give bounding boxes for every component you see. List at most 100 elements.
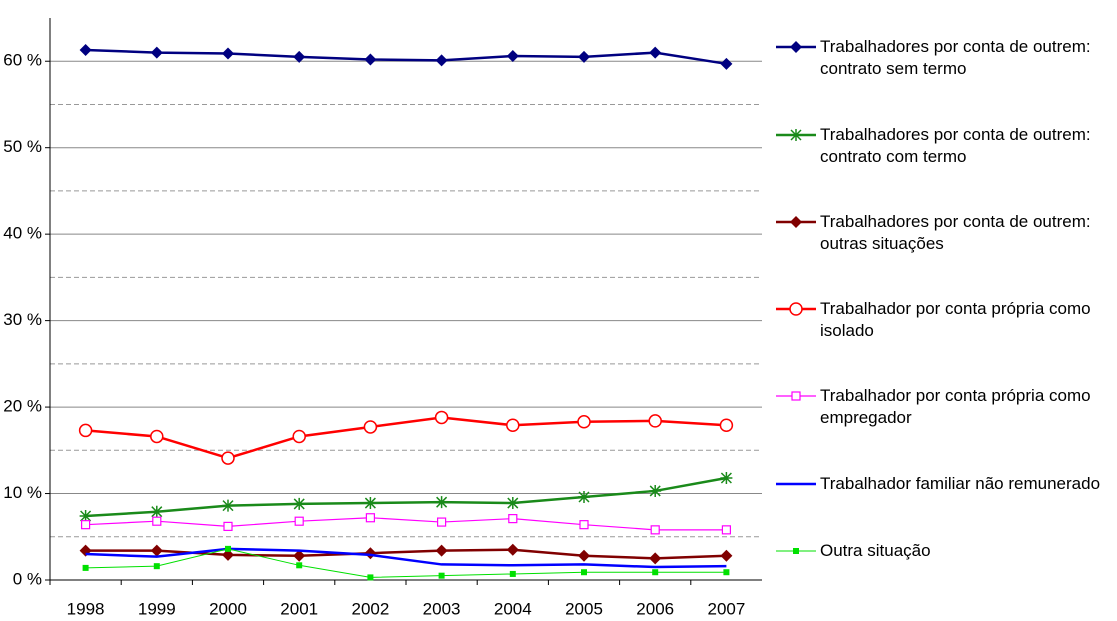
legend-key (776, 302, 816, 316)
series-line (85, 517, 727, 531)
legend-label: Trabalhadores por conta de outrem: contr… (820, 125, 1091, 166)
marker (790, 129, 802, 141)
legend-key (776, 41, 816, 53)
legend-key (776, 216, 816, 228)
marker (435, 54, 448, 67)
marker (293, 549, 306, 562)
marker (435, 544, 448, 557)
series-line (85, 476, 727, 518)
marker (509, 570, 516, 577)
marker (82, 564, 89, 571)
marker (650, 525, 660, 535)
marker (152, 516, 162, 526)
marker (581, 569, 587, 576)
y-tick-label: 40 % (3, 224, 42, 243)
series-line (85, 548, 727, 578)
marker (225, 545, 231, 552)
marker (720, 549, 733, 562)
marker (506, 543, 519, 556)
marker (723, 569, 730, 576)
series (78, 410, 734, 465)
legend-label: Trabalhadores por conta de outrem: outra… (820, 212, 1091, 253)
marker (793, 548, 799, 554)
marker (719, 418, 734, 432)
x-tick-label: 2000 (209, 599, 247, 618)
legend-label: Trabalhador por conta própria como isola… (820, 299, 1091, 340)
marker (721, 525, 732, 535)
marker (223, 521, 233, 531)
marker (435, 496, 448, 509)
marker (293, 50, 306, 63)
y-tick-label: 60 % (3, 51, 42, 70)
marker (296, 562, 303, 569)
x-tick-label: 2001 (280, 599, 318, 618)
marker (79, 43, 92, 56)
series-line (85, 48, 727, 66)
marker (649, 552, 662, 565)
marker (364, 497, 377, 510)
legend-label: Trabalhador familiar não remunerado (820, 474, 1101, 493)
marker (506, 50, 519, 63)
marker (578, 490, 590, 503)
marker (649, 484, 662, 497)
y-tick-label: 30 % (3, 310, 42, 329)
marker (791, 391, 801, 401)
marker (790, 216, 802, 228)
marker (367, 574, 374, 581)
marker (293, 497, 306, 510)
x-tick-label: 2004 (494, 599, 532, 618)
marker (437, 517, 447, 527)
marker (578, 549, 590, 562)
series-line (85, 547, 727, 569)
x-tick-label: 2002 (351, 599, 389, 618)
marker (150, 505, 163, 518)
marker (790, 41, 802, 53)
marker (506, 497, 519, 510)
series (80, 513, 732, 535)
legend-label: Trabalhadores por conta de outrem: contr… (820, 37, 1091, 78)
marker (720, 57, 733, 70)
marker (364, 53, 377, 66)
y-tick-label: 0 % (13, 569, 42, 588)
x-tick-label: 2003 (423, 599, 461, 618)
legend-label: Trabalhador por conta própria como empre… (820, 386, 1091, 427)
legend-key (776, 548, 816, 554)
y-tick-label: 20 % (3, 397, 42, 416)
y-tick-label: 10 % (3, 483, 42, 502)
y-tick-label: 50 % (3, 137, 42, 156)
marker (80, 520, 91, 530)
series (79, 43, 733, 70)
marker (150, 429, 164, 444)
legend-label: Outra situação (820, 541, 931, 560)
marker (577, 415, 591, 429)
marker (438, 572, 445, 579)
marker (78, 423, 93, 438)
series (79, 471, 733, 523)
marker (294, 516, 304, 526)
series-line (85, 416, 727, 460)
marker (364, 547, 377, 560)
x-tick-label: 1999 (138, 599, 176, 618)
x-tick-label: 1998 (67, 599, 105, 618)
marker (508, 514, 518, 524)
marker (648, 414, 662, 428)
x-tick-label: 2005 (565, 599, 603, 618)
marker (578, 50, 590, 63)
marker (365, 513, 375, 523)
marker (222, 47, 234, 60)
marker (221, 451, 235, 465)
marker (222, 548, 234, 561)
marker (434, 410, 449, 425)
x-tick-label: 2007 (707, 599, 745, 618)
series (85, 547, 727, 569)
marker (222, 499, 234, 512)
marker (79, 510, 92, 523)
marker (789, 302, 803, 316)
marker (153, 563, 160, 570)
marker (720, 471, 733, 484)
legend-key (776, 129, 816, 141)
legend-key (776, 391, 816, 401)
marker (150, 46, 163, 59)
series (82, 545, 730, 581)
